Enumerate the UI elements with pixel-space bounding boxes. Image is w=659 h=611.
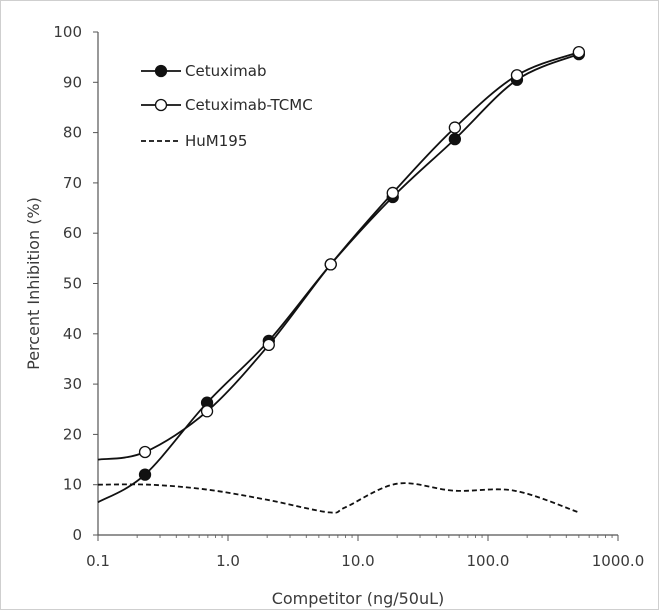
series-line-hum195 [97, 482, 580, 514]
x-tick-label: 100.0 [467, 552, 510, 570]
data-point-cetuximab-tcmc [448, 121, 462, 134]
legend-marker-cetuximab-tcmc [154, 98, 168, 112]
y-tick-label: 80 [63, 124, 82, 142]
legend: Cetuximab Cetuximab-TCMC HuM195 [141, 62, 313, 150]
x-axis-title: Competitor (ng/50uL) [272, 589, 445, 608]
legend-label-cetuximab-tcmc: Cetuximab-TCMC [185, 96, 313, 114]
y-tick-label: 60 [63, 224, 82, 242]
series-line-cetuximab-tcmc [97, 51, 580, 461]
y-tick-label: 10 [63, 476, 82, 494]
y-tick-label: 50 [63, 275, 82, 293]
y-tick-label: 100 [53, 23, 82, 41]
y-tick-label: 20 [63, 425, 82, 443]
x-tick-label: 1000.0 [592, 552, 645, 570]
data-point-cetuximab-tcmc [510, 69, 524, 82]
legend-marker-cetuximab [154, 64, 168, 78]
axes: 0 10 20 30 40 50 60 70 80 90 100 0.1 1.0 10.0 100.0 100… [53, 23, 644, 570]
data-point-cetuximab-tcmc [324, 258, 337, 271]
series-layer [97, 45, 586, 514]
y-tick-label: 40 [63, 325, 82, 343]
legend-label-cetuximab: Cetuximab [185, 62, 266, 80]
x-tick-label: 1.0 [216, 552, 240, 570]
y-tick-label: 30 [63, 375, 82, 393]
series-line-cetuximab [97, 53, 580, 504]
x-tick-label: 10.0 [341, 552, 374, 570]
y-axis-title: Percent Inhibition (%) [24, 197, 43, 370]
data-point-cetuximab-tcmc [200, 405, 214, 418]
legend-label-hum195: HuM195 [185, 132, 247, 150]
data-point-cetuximab-tcmc [262, 338, 275, 352]
y-tick-label: 70 [63, 174, 82, 192]
x-tick-label: 0.1 [86, 552, 110, 570]
data-point-cetuximab-tcmc [138, 445, 152, 459]
y-tick-label: 0 [72, 526, 82, 544]
y-tick-label: 90 [63, 73, 82, 91]
data-point-cetuximab-tcmc [572, 45, 586, 59]
data-point-cetuximab [138, 468, 152, 481]
data-point-cetuximab-tcmc [386, 186, 399, 200]
data-point-cetuximab [448, 132, 462, 146]
